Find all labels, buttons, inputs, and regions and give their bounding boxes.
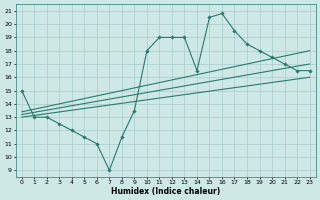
X-axis label: Humidex (Indice chaleur): Humidex (Indice chaleur) xyxy=(111,187,220,196)
